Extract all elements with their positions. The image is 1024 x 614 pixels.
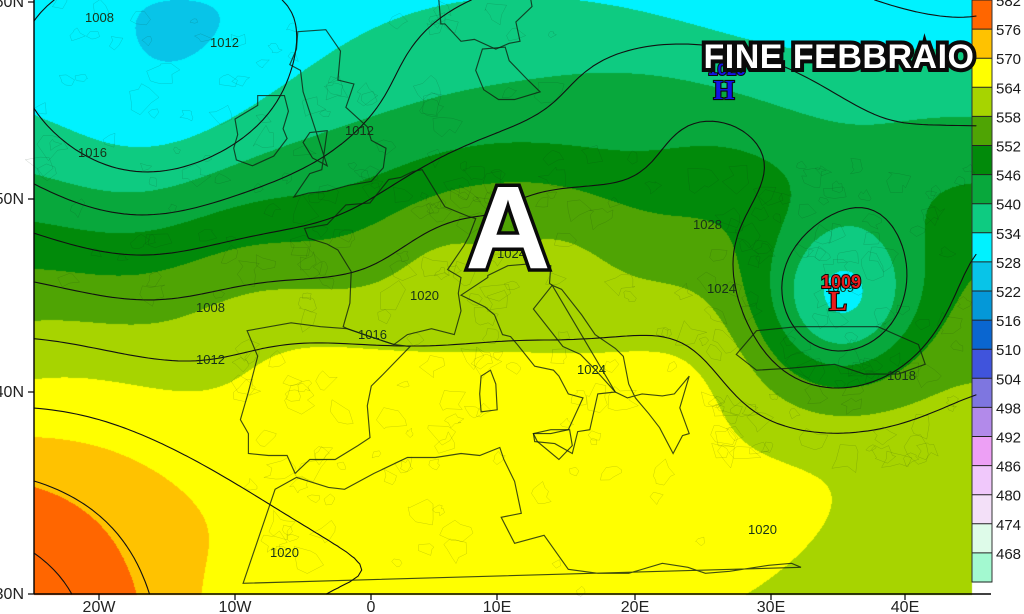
svg-text:474: 474	[996, 517, 1021, 534]
svg-text:486: 486	[996, 459, 1021, 476]
svg-text:1012: 1012	[345, 123, 374, 138]
svg-text:528: 528	[996, 255, 1021, 272]
svg-text:10W: 10W	[219, 599, 253, 614]
svg-text:L: L	[829, 286, 847, 316]
svg-text:558: 558	[996, 109, 1021, 126]
svg-text:H: H	[713, 75, 734, 105]
svg-text:40N: 40N	[0, 384, 24, 401]
svg-text:60N: 60N	[0, 0, 24, 11]
svg-text:534: 534	[996, 226, 1021, 243]
svg-text:468: 468	[996, 546, 1021, 563]
svg-text:30N: 30N	[0, 586, 24, 603]
svg-text:552: 552	[996, 139, 1021, 156]
svg-text:492: 492	[996, 430, 1021, 447]
svg-text:50N: 50N	[0, 191, 24, 208]
svg-text:1012: 1012	[196, 352, 225, 367]
svg-text:510: 510	[996, 342, 1021, 359]
svg-text:540: 540	[996, 197, 1021, 214]
svg-text:1016: 1016	[78, 145, 107, 160]
svg-text:1020: 1020	[410, 288, 439, 303]
svg-text:40E: 40E	[891, 599, 919, 614]
svg-text:1008: 1008	[85, 10, 114, 25]
svg-text:1020: 1020	[748, 522, 777, 537]
svg-text:1028: 1028	[693, 217, 722, 232]
svg-text:516: 516	[996, 313, 1021, 330]
svg-text:498: 498	[996, 400, 1021, 417]
svg-text:1008: 1008	[196, 300, 225, 315]
svg-text:20W: 20W	[83, 599, 117, 614]
svg-text:10E: 10E	[483, 599, 511, 614]
svg-text:20E: 20E	[621, 599, 649, 614]
svg-text:1016: 1016	[358, 327, 387, 342]
svg-text:A: A	[465, 162, 550, 294]
svg-text:1018: 1018	[887, 368, 916, 383]
svg-text:546: 546	[996, 168, 1021, 185]
svg-text:FINE FEBBRAIO: FINE FEBBRAIO	[704, 38, 975, 76]
svg-text:1024: 1024	[707, 281, 736, 296]
svg-text:576: 576	[996, 22, 1021, 39]
svg-text:1020: 1020	[270, 545, 299, 560]
svg-text:1012: 1012	[210, 35, 239, 50]
svg-text:504: 504	[996, 371, 1021, 388]
svg-text:582: 582	[996, 0, 1021, 10]
svg-text:30E: 30E	[757, 599, 785, 614]
svg-text:522: 522	[996, 284, 1021, 301]
svg-text:1024: 1024	[577, 362, 606, 377]
svg-text:570: 570	[996, 51, 1021, 68]
svg-text:480: 480	[996, 488, 1021, 505]
svg-text:564: 564	[996, 80, 1021, 97]
svg-text:0: 0	[367, 599, 376, 614]
